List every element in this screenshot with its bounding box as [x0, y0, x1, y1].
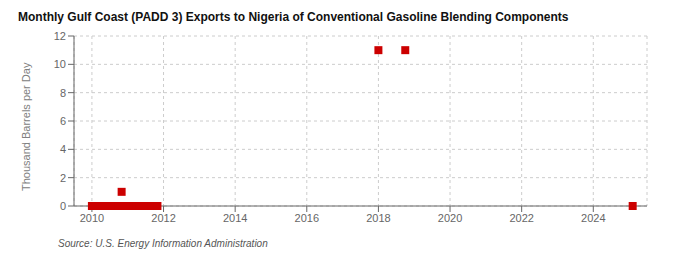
- html-text:Source: U.S. Energy Informatio: Source: U.S. Energy Information Administ…: [58, 238, 268, 249]
- html-text:Monthly Gulf Coast (PADD 3) Ex: Monthly Gulf Coast (PADD 3) Exports to N…: [18, 10, 569, 24]
- svg-text:12: 12: [54, 30, 66, 42]
- svg-text:2024: 2024: [581, 212, 605, 224]
- svg-text:2018: 2018: [366, 212, 390, 224]
- svg-text:2016: 2016: [295, 212, 319, 224]
- svg-text:2: 2: [60, 172, 66, 184]
- svg-text:2020: 2020: [438, 212, 462, 224]
- svg-text:2012: 2012: [151, 212, 175, 224]
- svg-text:0: 0: [60, 200, 66, 212]
- svg-text:10: 10: [54, 58, 66, 70]
- svg-text:Thousand Barrels per Day: Thousand Barrels per Day: [20, 62, 32, 191]
- svg-text:8: 8: [60, 87, 66, 99]
- svg-text:4: 4: [60, 143, 66, 155]
- svg-text:6: 6: [60, 115, 66, 127]
- svg-text:2010: 2010: [80, 212, 104, 224]
- svg-text:2022: 2022: [509, 212, 533, 224]
- svg-text:2014: 2014: [223, 212, 247, 224]
